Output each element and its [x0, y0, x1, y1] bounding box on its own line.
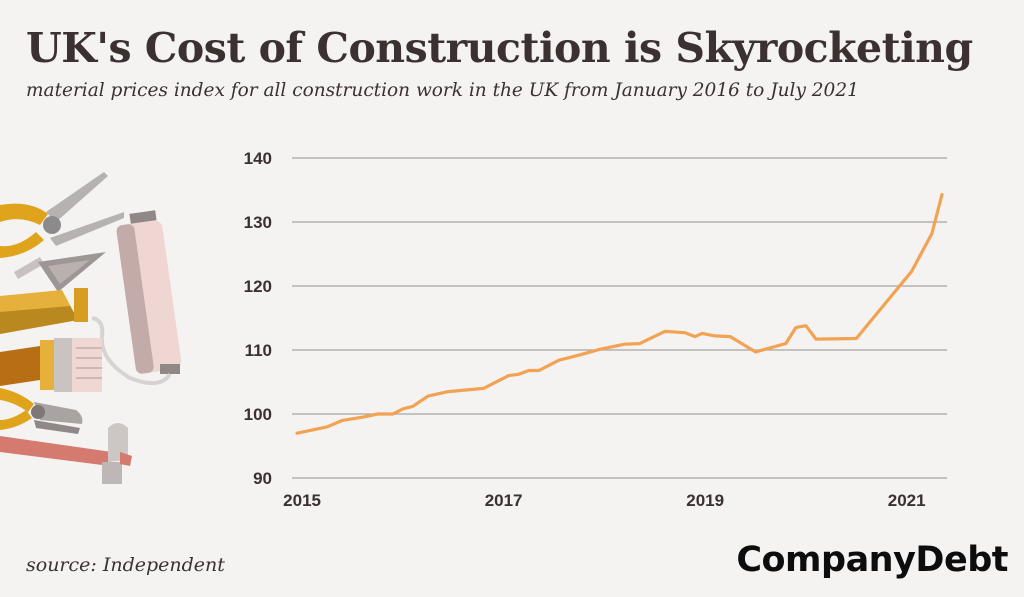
paint-tube-icon — [0, 288, 88, 334]
y-tick-label: 130 — [244, 213, 272, 232]
y-tick-label: 140 — [244, 149, 272, 168]
y-axis: 90 100 110 120 130 140 — [244, 149, 272, 488]
paint-roller-icon — [91, 210, 182, 386]
pliers-icon — [0, 172, 124, 258]
x-tick-label: 2017 — [485, 491, 523, 510]
y-tick-label: 100 — [244, 405, 272, 424]
source-note: source: Independent — [26, 554, 225, 576]
chart-subtitle: material prices index for all constructi… — [26, 80, 859, 101]
trowel-icon — [14, 252, 106, 292]
y-tick-label: 90 — [253, 469, 272, 488]
y-tick-label: 120 — [244, 277, 272, 296]
hammer-icon — [0, 423, 132, 484]
x-axis: 2015 2017 2019 2021 — [283, 491, 925, 510]
paintbrush-icon — [0, 338, 102, 392]
gridlines — [292, 157, 947, 479]
x-tick-label: 2021 — [888, 491, 926, 510]
chart-title: UK's Cost of Construction is Skyrocketin… — [26, 24, 973, 72]
tools-illustration — [0, 172, 182, 484]
pliers-icon — [0, 388, 83, 434]
series — [295, 192, 944, 435]
x-tick-label: 2015 — [283, 491, 321, 510]
series-line — [295, 192, 944, 435]
brand-logo: CompanyDebt — [736, 540, 1008, 580]
x-tick-label: 2019 — [686, 491, 724, 510]
y-tick-label: 110 — [245, 341, 272, 360]
